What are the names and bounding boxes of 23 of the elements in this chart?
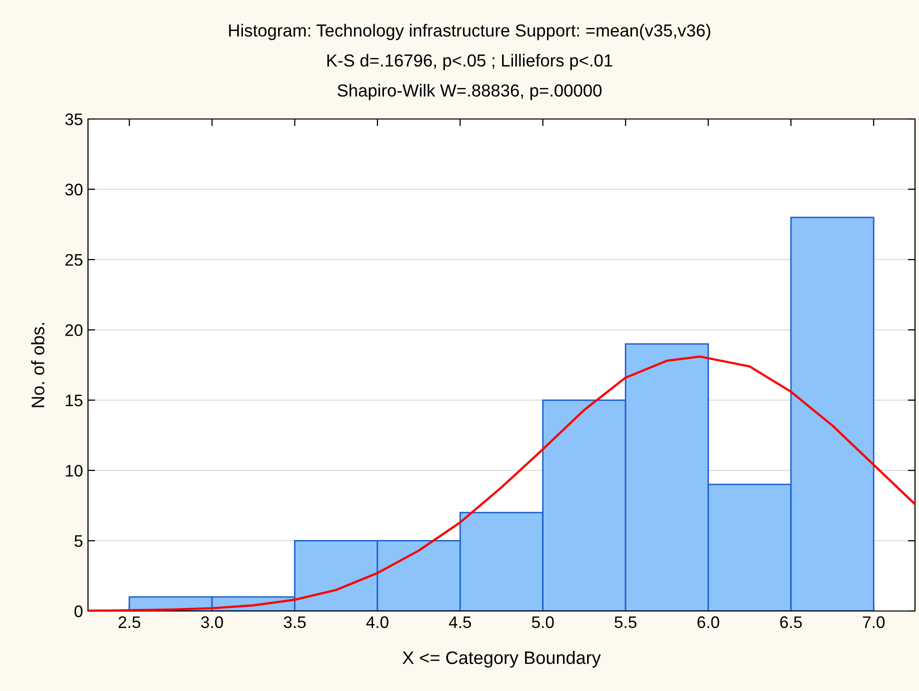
y-tick-label: 20 [65, 324, 82, 336]
y-tick-label: 35 [65, 113, 82, 126]
chart-title: Histogram: Technology infrastructure Support: =mean(v35,v36) [229, 24, 710, 40]
x-tick-label: 3.5 [284, 616, 306, 628]
y-tick-label: 5 [74, 535, 82, 547]
x-tick-label: 4.5 [448, 616, 472, 628]
x-tick-label: 6.5 [780, 616, 802, 628]
y-axis-title: No. of obs. [31, 322, 44, 408]
text: Shapiro-Wilk W=.88836, p=.00000 [338, 84, 602, 100]
x-tick-label: 3.0 [201, 616, 223, 628]
x-tick-label: 4.0 [366, 616, 388, 628]
y-tick-label: 10 [66, 464, 82, 477]
x-tick-label: 2.5 [118, 616, 140, 628]
x-tick-label: 6.0 [698, 616, 720, 628]
x-axis-title: X <= Category Boundary [402, 650, 601, 668]
chart-subtitle: K-S d=.16796, p<.05 ; Lilliefors p<.01 [327, 54, 612, 70]
y-tick-label: 15 [66, 394, 82, 406]
y-tick-label: 30 [65, 184, 82, 196]
y-tick-label: 0 [74, 605, 82, 618]
x-tick-label: 7.0 [862, 616, 885, 628]
x-tick-label: 5.0 [532, 616, 554, 628]
y-tick-label: 25 [65, 254, 82, 266]
x-tick-label: 5.5 [614, 616, 636, 628]
